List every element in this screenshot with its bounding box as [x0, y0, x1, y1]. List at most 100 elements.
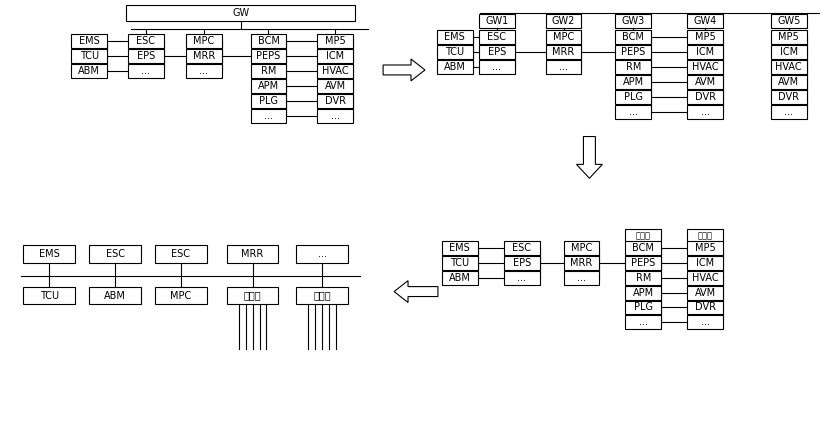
Text: ...: ...	[141, 66, 150, 76]
Bar	[546, 30, 582, 44]
Text: GW3: GW3	[622, 16, 645, 26]
Text: GW4: GW4	[693, 16, 716, 26]
Bar	[128, 49, 164, 63]
Bar	[771, 30, 807, 44]
Text: DVR: DVR	[695, 92, 715, 102]
Bar	[317, 94, 353, 108]
Text: AVM: AVM	[695, 77, 715, 87]
Bar	[615, 90, 652, 104]
Bar	[126, 5, 355, 21]
Text: MPC: MPC	[193, 36, 214, 46]
Text: MPC: MPC	[571, 243, 592, 253]
Bar	[563, 271, 599, 285]
Bar	[128, 64, 164, 78]
Bar	[71, 34, 107, 48]
Text: ...: ...	[517, 273, 526, 283]
Bar	[615, 45, 652, 59]
Text: BCM: BCM	[258, 36, 279, 46]
Bar	[687, 45, 723, 59]
FancyArrow shape	[577, 137, 602, 178]
Text: MRR: MRR	[570, 258, 593, 268]
Bar	[251, 94, 287, 108]
Bar	[771, 105, 807, 119]
Bar	[297, 286, 348, 305]
Text: TCU: TCU	[40, 290, 59, 301]
FancyArrow shape	[394, 281, 438, 302]
Bar	[317, 64, 353, 78]
Bar	[442, 256, 478, 270]
Text: EPS: EPS	[137, 51, 155, 61]
Text: ABM: ABM	[104, 290, 126, 301]
FancyArrow shape	[383, 59, 425, 81]
Text: ...: ...	[199, 66, 209, 76]
Bar	[186, 49, 222, 63]
Text: ICM: ICM	[327, 51, 344, 61]
Text: EMS: EMS	[39, 249, 60, 259]
Text: DVR: DVR	[695, 302, 715, 313]
Text: ABM: ABM	[444, 62, 466, 72]
Text: MP5: MP5	[695, 243, 715, 253]
Bar	[687, 75, 723, 89]
Text: PLG: PLG	[624, 92, 642, 102]
Text: ABM: ABM	[449, 273, 471, 283]
Text: ESC: ESC	[136, 36, 155, 46]
Bar	[687, 230, 723, 242]
Bar	[186, 64, 222, 78]
Text: EMS: EMS	[450, 243, 470, 253]
Text: MPC: MPC	[170, 290, 191, 301]
Bar	[771, 14, 807, 28]
Text: TCU: TCU	[450, 258, 470, 268]
Bar	[615, 105, 652, 119]
Text: EPS: EPS	[513, 258, 531, 268]
Text: 车身域: 车身域	[243, 290, 262, 301]
Text: ICM: ICM	[696, 47, 714, 57]
Bar	[687, 105, 723, 119]
Bar	[317, 34, 353, 48]
Bar	[687, 90, 723, 104]
Text: ...: ...	[317, 249, 327, 259]
Text: 座舱域: 座舱域	[313, 290, 331, 301]
Text: RM: RM	[626, 62, 641, 72]
Bar	[687, 256, 723, 270]
Bar	[687, 285, 723, 300]
Text: ...: ...	[559, 62, 568, 72]
Bar	[317, 109, 353, 123]
Text: EPS: EPS	[488, 47, 506, 57]
Text: ...: ...	[639, 317, 647, 327]
Text: MRR: MRR	[193, 51, 215, 61]
Text: RM: RM	[261, 66, 276, 76]
Bar	[251, 109, 287, 123]
Bar	[23, 245, 75, 263]
Text: ICM: ICM	[779, 47, 798, 57]
Text: 车身域: 车身域	[636, 231, 651, 240]
Text: AVM: AVM	[778, 77, 799, 87]
Text: PLG: PLG	[634, 302, 652, 313]
Bar	[546, 60, 582, 74]
Bar	[687, 241, 723, 255]
Bar	[479, 45, 514, 59]
Text: HVAC: HVAC	[691, 273, 718, 283]
Bar	[317, 49, 353, 63]
Text: RM: RM	[636, 273, 651, 283]
Text: MRR: MRR	[242, 249, 263, 259]
Bar	[615, 75, 652, 89]
Text: ESC: ESC	[487, 32, 506, 42]
Text: 座舱域: 座舱域	[697, 231, 712, 240]
Text: MPC: MPC	[553, 32, 574, 42]
Bar	[437, 45, 473, 59]
Text: HVAC: HVAC	[775, 62, 802, 72]
Text: ...: ...	[701, 317, 710, 327]
Bar	[687, 60, 723, 74]
Text: HVAC: HVAC	[691, 62, 718, 72]
Bar	[625, 230, 661, 242]
Bar	[687, 315, 723, 329]
Text: PEPS: PEPS	[257, 51, 281, 61]
Bar	[687, 301, 723, 314]
Bar	[437, 30, 473, 44]
Bar	[442, 241, 478, 255]
Text: EMS: EMS	[445, 32, 465, 42]
Bar	[71, 49, 107, 63]
Text: BCM: BCM	[622, 32, 644, 42]
Text: ESC: ESC	[512, 243, 531, 253]
Text: DVR: DVR	[325, 96, 346, 106]
